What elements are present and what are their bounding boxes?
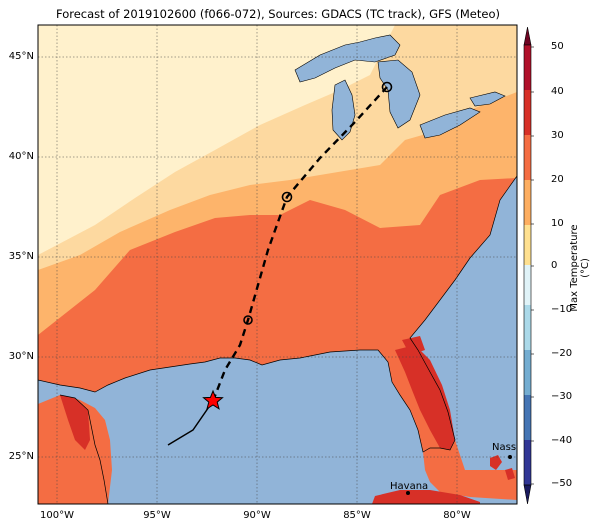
tc-track-forecast [211, 86, 388, 402]
lon-label-85w: 85°W [343, 510, 371, 521]
lake-erie [419, 107, 481, 139]
colorbar-tick-label: 50 [551, 41, 564, 52]
atlantic-ocean-water [410, 176, 517, 470]
land-0-10-region [38, 25, 395, 255]
gulf-of-mexico-water [38, 350, 517, 504]
lon-label-80w: 80°W [443, 510, 471, 521]
coastline [38, 175, 517, 453]
lake-michigan [331, 79, 356, 141]
map-graticule [38, 25, 517, 504]
colorbar-tick-label: −50 [551, 478, 573, 489]
colorbar-extend-top [523, 26, 532, 46]
city-label-havana: Havana [390, 481, 428, 492]
colorbar-tick-label: 0 [551, 260, 558, 271]
georgia-hot-patch [402, 336, 425, 355]
lake-superior [294, 34, 401, 83]
colorbar-tick-label: −30 [551, 391, 573, 402]
mexico-coastline [59, 394, 109, 504]
track-point-marker [243, 315, 253, 325]
colorbar-tick-label: 30 [551, 130, 564, 141]
nassau-marker [508, 455, 512, 459]
tc-track-observed [167, 400, 214, 446]
colorbar-title: Max Temperature (°C) [569, 224, 591, 312]
bahamas-island-2 [505, 468, 515, 480]
lat-label-25n: 25°N [8, 451, 34, 462]
lat-label-35n: 35°N [8, 251, 34, 262]
city-label-nassau: Nassau [492, 442, 529, 453]
colorbar-tick-label: 10 [551, 218, 564, 229]
map-frame [37, 24, 518, 505]
lon-label-90w: 90°W [243, 510, 271, 521]
lake-ontario [469, 91, 506, 107]
colorbar-tick-label: −10 [551, 304, 573, 315]
lon-label-100w: 100°W [40, 510, 74, 521]
colorbar-extend-bottom [523, 484, 532, 505]
lat-label-30n: 30°N [8, 351, 34, 362]
havana-marker [406, 491, 410, 495]
colorbar-tick-label: 40 [551, 86, 564, 97]
texas-hot-patch [60, 395, 90, 450]
bahamas-island [490, 455, 502, 470]
colorbar [523, 26, 534, 505]
colorbar-tick-label: −20 [551, 348, 573, 359]
colorbar-tick-label: 20 [551, 174, 564, 185]
lat-label-45n: 45°N [8, 51, 34, 62]
cuba-landmass [372, 490, 480, 504]
track-point-marker [381, 81, 393, 93]
lon-label-95w: 95°W [143, 510, 171, 521]
track-point-marker [281, 191, 293, 203]
florida-hot-region [395, 345, 455, 450]
map-title: Forecast of 2019102600 (f066-072), Sourc… [56, 7, 500, 21]
colorbar-tick-label: −40 [551, 435, 573, 446]
lat-label-40n: 40°N [8, 151, 34, 162]
current-position-star-icon [202, 389, 224, 410]
